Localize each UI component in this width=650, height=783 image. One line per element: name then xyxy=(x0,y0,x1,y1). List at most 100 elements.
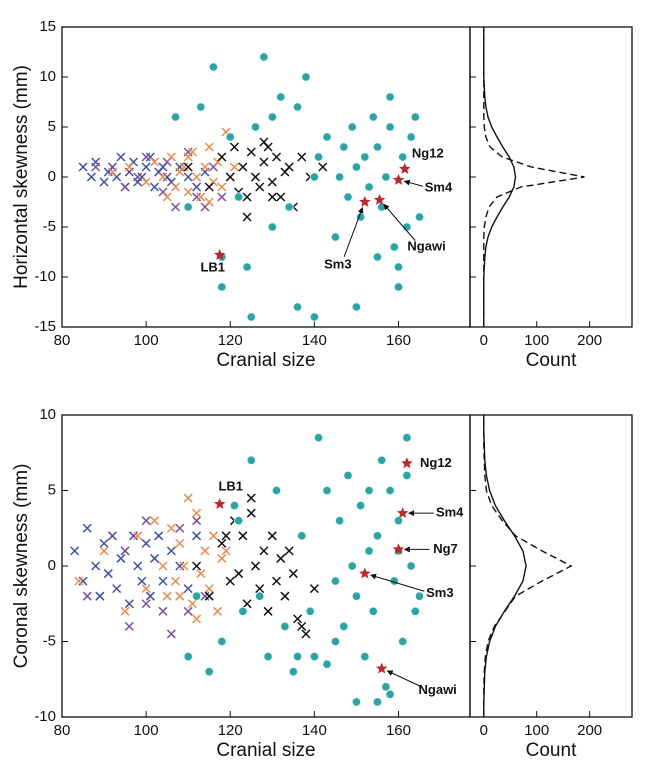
point xyxy=(166,629,176,639)
point xyxy=(171,202,181,212)
point xyxy=(271,576,282,586)
point xyxy=(381,682,391,692)
annotation-arrow xyxy=(370,573,425,592)
point xyxy=(393,262,404,272)
point xyxy=(183,202,193,212)
point xyxy=(166,152,176,162)
density-curve xyxy=(483,415,527,717)
point xyxy=(204,667,214,677)
point xyxy=(398,636,408,647)
point xyxy=(351,302,362,312)
point xyxy=(196,102,206,112)
point xyxy=(217,553,227,563)
annotation-arrow xyxy=(386,670,423,688)
point xyxy=(133,172,143,182)
point xyxy=(150,157,160,167)
point xyxy=(322,485,332,496)
x-axis-title: Count xyxy=(526,350,577,371)
point xyxy=(120,606,130,616)
point xyxy=(414,212,425,222)
point xyxy=(292,102,303,112)
point xyxy=(276,92,286,102)
y-tick-label: 10 xyxy=(39,68,56,85)
point xyxy=(204,182,214,192)
point xyxy=(175,561,185,571)
x-tick-label: 80 xyxy=(54,332,71,349)
point xyxy=(263,651,273,662)
fossil-point xyxy=(214,249,226,260)
plot-frame xyxy=(61,26,471,328)
point xyxy=(141,516,151,526)
point xyxy=(175,523,185,533)
density-curve xyxy=(483,415,573,717)
fossil-point xyxy=(376,662,388,674)
point xyxy=(192,182,202,192)
y-tick-label: 5 xyxy=(48,481,56,498)
point xyxy=(313,152,324,162)
point xyxy=(242,212,252,222)
fossil-point xyxy=(392,543,405,555)
point xyxy=(364,485,374,496)
point xyxy=(238,162,248,172)
point xyxy=(297,621,307,631)
point xyxy=(393,282,404,292)
fossil-point xyxy=(214,498,226,509)
point xyxy=(246,493,256,503)
point xyxy=(377,455,387,465)
annotation-arrow xyxy=(383,203,416,241)
point xyxy=(107,531,118,541)
fossil-point xyxy=(399,163,411,174)
point xyxy=(234,192,244,202)
point xyxy=(410,112,420,122)
point xyxy=(368,112,378,122)
point-label: Ng12 xyxy=(412,145,444,160)
y-axis-title: Coronal skewness (mm) xyxy=(11,464,32,669)
point xyxy=(389,242,399,252)
point xyxy=(204,142,214,152)
point xyxy=(183,584,193,594)
x-tick-label: 0 xyxy=(480,332,488,349)
point xyxy=(246,508,256,518)
point xyxy=(410,606,420,616)
point xyxy=(360,651,370,662)
point xyxy=(267,192,277,202)
point xyxy=(162,192,172,202)
point xyxy=(385,122,395,132)
point xyxy=(99,177,109,187)
point xyxy=(255,182,265,192)
x-tick-label: 100 xyxy=(134,722,159,739)
point xyxy=(217,182,227,192)
point xyxy=(175,591,185,601)
point xyxy=(91,561,101,571)
annotation-arrow xyxy=(343,206,364,257)
point xyxy=(208,62,219,72)
point xyxy=(150,553,160,563)
point xyxy=(335,516,345,526)
point xyxy=(246,455,256,465)
point xyxy=(368,606,378,616)
point xyxy=(267,222,277,232)
point xyxy=(124,599,134,609)
point xyxy=(192,561,202,571)
fossil-point xyxy=(401,457,413,469)
point xyxy=(280,621,290,632)
point xyxy=(267,531,277,541)
y-tick-label: -5 xyxy=(43,632,56,649)
point xyxy=(107,167,118,177)
point xyxy=(179,162,189,172)
point xyxy=(309,584,319,594)
x-tick-label: 80 xyxy=(54,722,71,739)
point xyxy=(200,546,210,556)
point xyxy=(271,152,282,162)
point xyxy=(356,500,366,511)
point xyxy=(313,433,324,443)
point xyxy=(187,599,197,609)
point xyxy=(381,172,391,182)
point-label: Ng12 xyxy=(420,455,452,470)
point xyxy=(204,591,214,601)
point xyxy=(192,516,202,526)
y-tick-label: -5 xyxy=(43,218,56,235)
point xyxy=(166,546,176,556)
point xyxy=(166,523,176,533)
